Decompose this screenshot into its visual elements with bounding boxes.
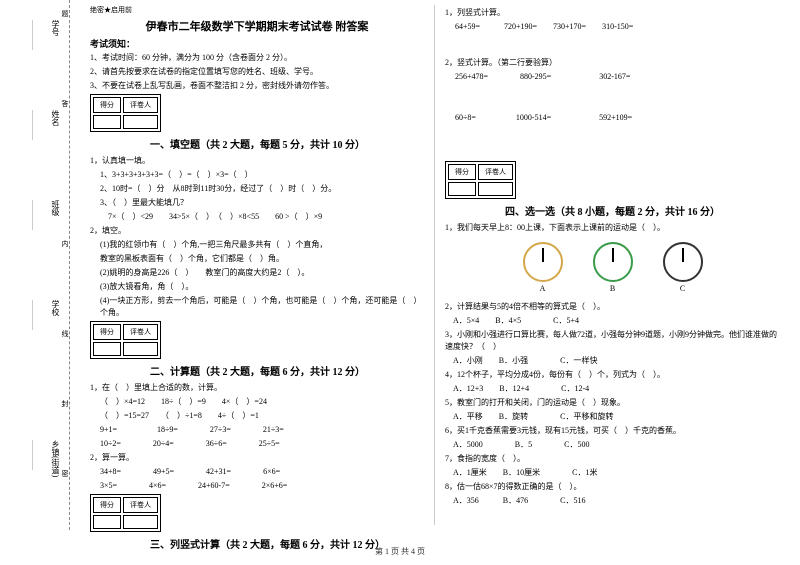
clock-a-icon (523, 242, 563, 282)
s1-q1-l4: 7×（ ）<29 34>5×（ ） （ ）×8<55 60 >（ ）×9 (90, 211, 424, 223)
clock-a-label: A (523, 284, 563, 293)
s3-q2-l2: 60÷8= 1000-514= 592+109= (445, 112, 780, 124)
s2-q1-l1: （ ）×4=12 18÷（ ）=9 4×（ ）=24 (90, 396, 424, 408)
s4-l10: 7，食指的宽度（ ）。 (445, 453, 780, 465)
notice-1: 1、考试时间：60 分钟，满分为 100 分（含卷面分 2 分）。 (90, 52, 424, 64)
s4-l11: A．1厘米 B．10厘米 C．1米 (445, 467, 780, 479)
clocks-row: A B C (445, 242, 780, 293)
s1-q1-l2: 2、10时=（ ）分 从8时到11时30分，经过了（ ）时（ ）分。 (90, 183, 424, 195)
s4-l8: 6，买1千克香蕉需要3元钱，现有15元钱，可买（ ）千克的香蕉。 (445, 425, 780, 437)
field-school (30, 300, 33, 330)
field-id (30, 20, 33, 50)
field-town (30, 440, 33, 470)
section-2-title: 二、计算题（共 2 大题，每题 6 分，共计 12 分） (150, 363, 365, 378)
s1-q1-label: 1，认真填一填。 (90, 155, 424, 167)
s4-l1: A．5×4 B．4×5 C．5+4 (445, 315, 780, 327)
s4-l7: A．平移 B．旋转 C．平移和旋转 (445, 411, 780, 423)
mark-mi: 密 (60, 470, 70, 477)
s4-l13: A．356 B．476 C．516 (445, 495, 780, 507)
binding-sidebar: 学号 姓名 班级 学校 乡镇(街道) 题 答 内 线 封 密 (0, 0, 70, 530)
clock-c-wrap: C (663, 242, 703, 293)
clock-b-icon (593, 242, 633, 282)
section-4-title: 四、选一选（共 8 小题，每题 2 分，共计 16 分） (505, 203, 720, 218)
s1-q2-label: 2，填空。 (90, 225, 424, 237)
s1-q2-l3: (2)姚明的身高是226（ ） 教室门的高度大约是2（ ）。 (90, 267, 424, 279)
score-box-3: 得分评卷人 (90, 494, 161, 532)
exam-title: 伊春市二年级数学下学期期末考试试卷 附答案 (90, 18, 424, 34)
s4-l0: 2，计算结果与5的4倍不相等的算式是（ ）。 (445, 301, 780, 313)
score-box-1: 得分评卷人 (90, 94, 161, 132)
clock-c-label: C (663, 284, 703, 293)
mark-ti: 题 (60, 10, 70, 17)
mark-xian: 线 (60, 330, 70, 337)
s2-q1-l4: 10÷2= 20÷4= 36÷6= 25÷5= (90, 438, 424, 450)
label-school: 学校 (50, 300, 61, 316)
s1-q2-l4: (3)放大镜看角，角（ ）。 (90, 281, 424, 293)
score-box-4: 得分评卷人 (445, 161, 516, 199)
s1-q2-l2: 教室的黑板表面有（ ）个角，它们都是（ ）角。 (90, 253, 424, 265)
page-footer: 第 1 页 共 4 页 (0, 546, 800, 557)
s4-q1: 1，我们每天早上8：00上课，下面表示上课前的运动是（ ）。 (445, 222, 780, 234)
s4-l9: A．5000 B．5 C．500 (445, 439, 780, 451)
s3-q1-label: 1，列竖式计算。 (445, 7, 780, 19)
mark-nei: 内 (60, 240, 70, 247)
clock-a-wrap: A (523, 242, 563, 293)
field-name (30, 110, 33, 140)
s2-q1-l3: 9+1= 18÷9= 27÷3= 21÷3= (90, 424, 424, 436)
s2-q2-l1: 34+8= 49+5= 42+31= 6×6= (90, 466, 424, 478)
s2-q1-l2: （ ）=15=27 （ ）÷1=8 4÷（ ）=1 (90, 410, 424, 422)
s1-q2-l5: (4)一块正方形，剪去一个角后，可能是（ ）个角，也可能是（ ）个角，还可能是（… (90, 295, 424, 319)
score-c1: 得分 (93, 97, 121, 113)
s4-l3: A．小刚 B．小强 C．一样快 (445, 355, 780, 367)
clock-b-label: B (593, 284, 633, 293)
s4-l2: 3，小刚和小强进行口算比赛，每人做72道，小强每分钟9道题，小刚9分钟做完。他们… (445, 329, 780, 353)
right-column: 1，列竖式计算。 64+59= 720+190= 730+170= 310-15… (435, 5, 790, 525)
s2-q1-label: 1，在（ ）里填上合适的数，计算。 (90, 382, 424, 394)
s2-q2-label: 2，算一算。 (90, 452, 424, 464)
s1-q1-l3: 3、（ ）里最大能填几？ (90, 197, 424, 209)
left-column: 绝密★启用前 伊春市二年级数学下学期期末考试试卷 附答案 考试须知： 1、考试时… (80, 5, 435, 525)
label-name: 姓名 (50, 110, 61, 126)
mark-feng: 封 (60, 400, 70, 407)
s4-l12: 8，估一估68×7的得数正确的是（ ）。 (445, 481, 780, 493)
content-area: 绝密★启用前 伊春市二年级数学下学期期末考试试卷 附答案 考试须知： 1、考试时… (80, 5, 790, 525)
section-1-title: 一、填空题（共 2 大题，每题 5 分，共计 10 分） (150, 136, 365, 151)
label-class: 班级 (50, 200, 61, 216)
mark-da: 答 (60, 100, 70, 107)
s3-q1-l1: 64+59= 720+190= 730+170= 310-150= (445, 21, 780, 33)
score-c2: 评卷人 (123, 97, 158, 113)
secret-label: 绝密★启用前 (90, 5, 424, 15)
s1-q1-l1: 1、3+3+3+3+3+3=（ ）=（ ）×3=（ ） (90, 169, 424, 181)
clock-b-wrap: B (593, 242, 633, 293)
s4-l4: 4，12个杯子，平均分成4份，每份有（ ）个，列式为（ ）。 (445, 369, 780, 381)
s4-l6: 5，教室门的打开和关闭，门的运动是（ ）现象。 (445, 397, 780, 409)
notice-3: 3、不要在试卷上乱写乱画，卷面不整洁扣 2 分，密封线外请勿作答。 (90, 80, 424, 92)
s3-q2-l1: 256+478= 880-295= 302-167= (445, 71, 780, 83)
s4-l5: A．12+3 B．12+4 C．12-4 (445, 383, 780, 395)
notice-2: 2、请首先按要求在试卷的指定位置填写您的姓名、班级、学号。 (90, 66, 424, 78)
clock-c-icon (663, 242, 703, 282)
s3-q2-label: 2，竖式计算。（第二行要验算） (445, 57, 780, 69)
label-id: 学号 (50, 20, 61, 36)
score-box-2: 得分评卷人 (90, 321, 161, 359)
s2-q2-l2: 3×5= 4×6= 24+60-7= 2×6+6= (90, 480, 424, 492)
field-class (30, 200, 33, 230)
notice-label: 考试须知： (90, 37, 424, 50)
s1-q2-l1: (1)我的红领巾有（ ）个角,一把三角尺最多共有（ ）个直角， (90, 239, 424, 251)
